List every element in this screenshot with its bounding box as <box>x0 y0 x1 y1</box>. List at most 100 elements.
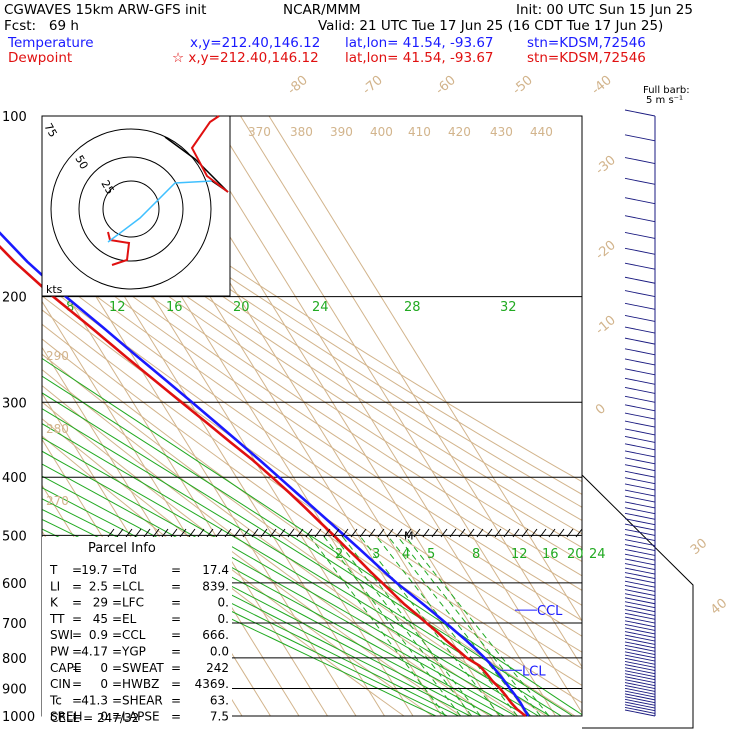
parcel-equals: = <box>171 563 181 577</box>
wind-barb <box>624 358 656 366</box>
wind-barb <box>624 648 656 656</box>
wind-barb <box>624 576 656 584</box>
dry-adiabat <box>42 229 582 591</box>
wind-barb <box>624 404 656 412</box>
dry-adiabat <box>42 338 576 717</box>
mixing-ratio-label-lower: 20 <box>567 547 584 562</box>
parcel-equals: = <box>171 628 181 642</box>
isotherm-label: -50 <box>510 73 536 98</box>
dry-adiabat <box>42 353 547 717</box>
parcel-info-title: Parcel Info <box>88 541 156 556</box>
forecast-hour: Fcst: 69 h <box>4 18 79 34</box>
wind-barb <box>624 623 656 631</box>
wind-barb <box>624 443 656 451</box>
parcel-param-value: 0 <box>100 661 108 675</box>
mixing-ratio-label-lower: 2 <box>335 547 343 562</box>
parcel-param-name: CIN <box>50 677 71 691</box>
isotherm-label: -80 <box>285 73 311 98</box>
dry-adiabat <box>42 136 582 483</box>
parcel-param-value: 839. <box>202 579 229 593</box>
pressure-tick-label: 600 <box>2 577 27 592</box>
wind-barb <box>624 698 656 706</box>
dry-adiabat <box>42 309 582 687</box>
pressure-tick-label: 700 <box>2 617 27 632</box>
temperature-latlon: lat,lon= 41.54, -93.67 <box>345 35 494 51</box>
parcel-equals: = <box>72 612 82 626</box>
wind-barb <box>624 706 656 714</box>
wind-barb <box>624 651 656 659</box>
hodograph-ring <box>50 128 212 290</box>
parcel-equals: = <box>171 710 181 724</box>
parcel-equals: = <box>171 596 181 610</box>
wind-barb <box>624 620 656 628</box>
wind-barb <box>624 664 656 672</box>
wind-barb <box>624 477 656 485</box>
parcel-cell-value: CELL = 247/32 <box>50 711 139 725</box>
theta-label: 280 <box>46 422 69 436</box>
parcel-param-value: 17.4 <box>202 563 229 577</box>
init-time: Init: 00 UTC Sun 15 Jun 25 <box>516 2 693 18</box>
parcel-equals: = <box>171 693 181 707</box>
wind-barb <box>624 523 656 531</box>
wind-barb <box>624 109 656 117</box>
mixing-ratio-line <box>322 535 461 717</box>
parcel-param-name: SHEAR <box>122 693 163 707</box>
dry-adiabat <box>42 281 582 653</box>
wind-barb <box>624 544 656 552</box>
dry-adiabat <box>42 204 582 563</box>
hodograph-ring <box>102 180 160 238</box>
dry-adiabat <box>42 158 582 508</box>
dry-adiabat <box>42 216 582 577</box>
isotherm-label: 40 <box>708 596 730 618</box>
wind-barb <box>624 315 656 322</box>
parcel-param-name: T <box>49 563 58 577</box>
wind-barb <box>624 580 656 588</box>
parcel-param-value: 666. <box>202 628 229 642</box>
dewpoint-latlon: lat,lon= 41.54, -93.67 <box>345 50 494 66</box>
wind-barb <box>624 634 656 642</box>
theta-label: 420 <box>448 125 471 139</box>
wind-barb <box>624 276 656 284</box>
isotherm-label: -30 <box>593 153 619 178</box>
wind-barb <box>624 670 656 678</box>
wind-barb <box>624 215 656 223</box>
barb-column-frame <box>581 474 694 729</box>
isotherm-label: -10 <box>593 313 619 338</box>
mixing-ratio-line <box>308 535 446 717</box>
parcel-param-value: 4369. <box>195 677 229 691</box>
mixing-ratio-label-lower: 4 <box>402 547 410 562</box>
wind-barb <box>624 638 656 645</box>
parcel-equals: = <box>171 612 181 626</box>
theta-label: 390 <box>330 125 353 139</box>
isotherm-line <box>268 116 582 622</box>
wind-barb <box>624 690 656 698</box>
wind-barb <box>624 483 656 491</box>
parcel-param-name: CAPE <box>50 661 81 675</box>
dry-adiabat <box>42 169 582 521</box>
pressure-tick-label: 100 <box>2 110 27 125</box>
mixing-ratio-label-upper: 28 <box>404 300 421 315</box>
parcel-param-value: 0. <box>218 596 229 610</box>
parcel-equals: = <box>72 661 82 675</box>
parcel-equals: = <box>171 661 181 675</box>
mixing-ratio-label-lower: 8 <box>472 547 480 562</box>
parcel-param-name: HWBZ <box>122 677 159 691</box>
parcel-param-value: 19.7 <box>81 563 108 577</box>
wind-barb <box>624 232 656 239</box>
theta-label: 370 <box>248 125 271 139</box>
dry-adiabat <box>42 147 582 495</box>
mixing-ratio-label-lower: 3 <box>372 547 380 562</box>
pressure-tick-label: 500 <box>2 529 27 544</box>
parcel-equals: = <box>72 693 82 707</box>
wind-barb <box>624 676 656 684</box>
parcel-equals: = <box>72 710 82 724</box>
isotherm-line <box>211 116 582 714</box>
wind-barb <box>624 528 656 536</box>
hodograph-units-label: kts <box>46 283 63 296</box>
wind-barb <box>624 501 656 509</box>
parcel-equals: = <box>112 596 122 610</box>
dry-adiabat <box>42 323 582 704</box>
parcel-equals: = <box>112 661 122 675</box>
mixing-ratio-line <box>333 535 473 717</box>
wind-barb <box>624 572 656 579</box>
